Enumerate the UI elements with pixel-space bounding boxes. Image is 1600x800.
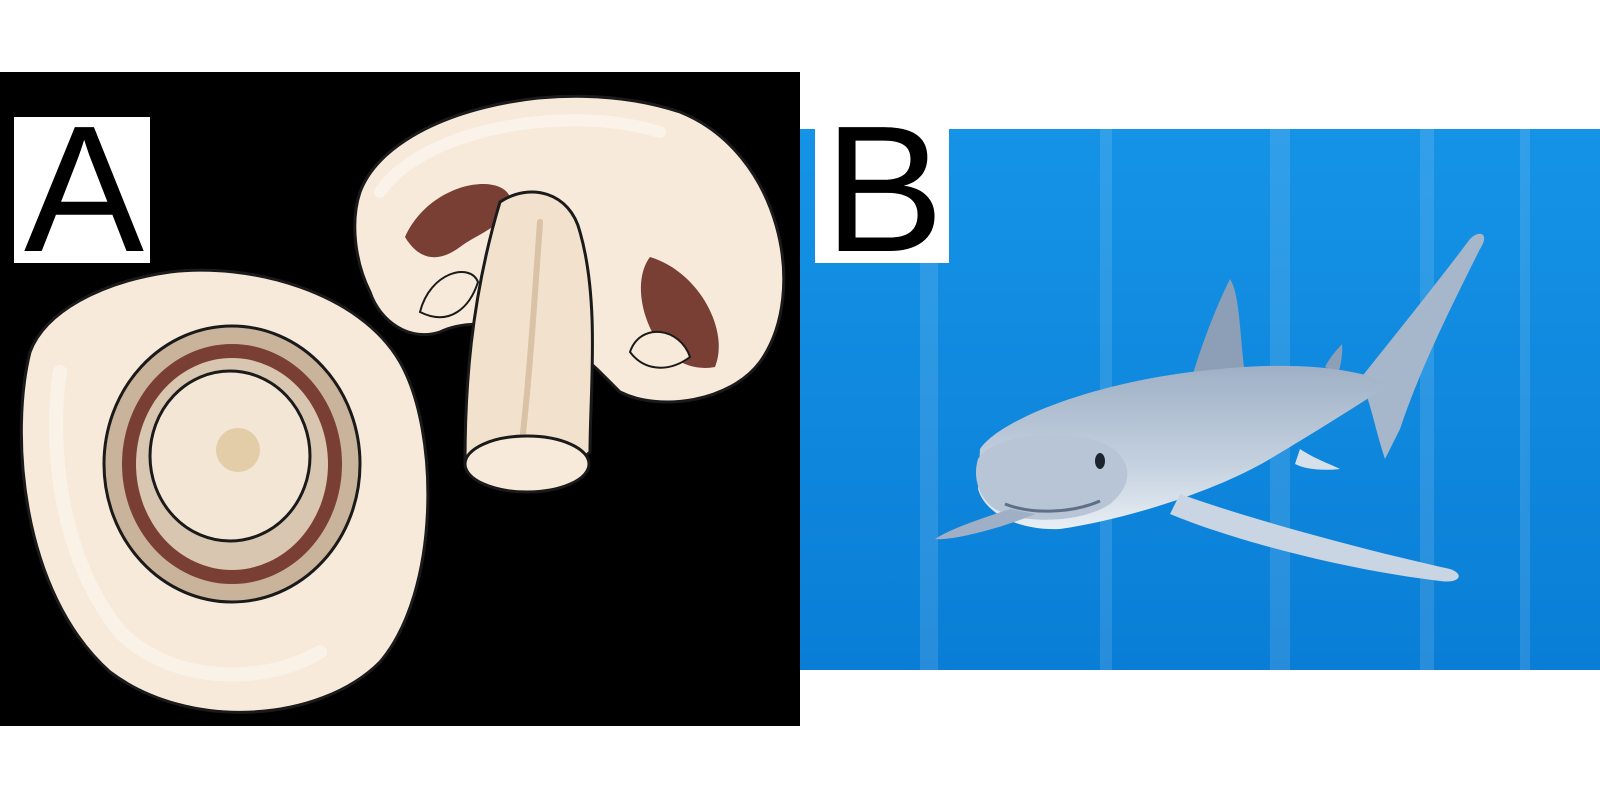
shark-pectoral-fin-left [935,509,1035,540]
stem-base [463,434,591,494]
panel-label-b: B [815,100,949,280]
shark-dorsal-fin [1190,279,1245,384]
shark-mouth [1004,499,1101,513]
mushroom-side-view [353,94,786,494]
shark-tail [1360,233,1485,459]
mushroom-cap-top-view [19,268,430,714]
shark-eye [1095,453,1105,469]
shark-pectoral-fin-right [1170,494,1459,582]
mushroom-illustration [0,72,800,726]
gills-side-left [405,184,511,258]
shark-head [975,435,1128,520]
shark [935,233,1485,582]
panel-b-shark-image [800,129,1600,670]
shark-photo [800,129,1600,670]
panel-a-mushroom-image [0,72,800,726]
panel-label-a: A [14,100,150,280]
